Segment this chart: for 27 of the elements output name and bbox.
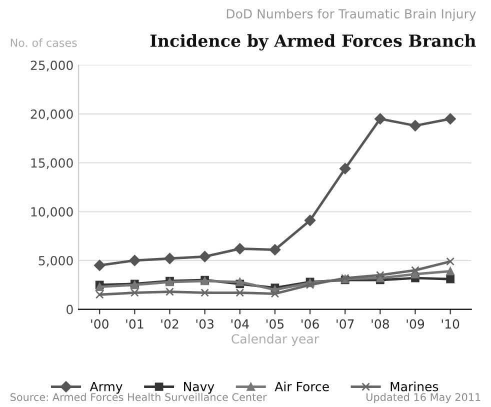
x-tick-label: '09 <box>406 319 424 329</box>
text: Updated 16 May 2011 <box>366 392 480 404</box>
x-tick-label: '05 <box>266 319 284 329</box>
chart-title: Incidence by Armed Forces Branch <box>150 34 476 51</box>
y-tick-label: 5,000 <box>38 256 73 267</box>
legend-label: Air Force <box>274 382 329 392</box>
x-tick-label: '06 <box>302 319 319 329</box>
source-note: Source: Armed Forces Health Surveillance Center <box>10 392 267 402</box>
x-tick-label: '07 <box>336 319 354 329</box>
x-tick-label: '04 <box>231 319 249 329</box>
y-axis-title: No. of cases <box>10 38 77 47</box>
legend-label: Marines <box>390 382 438 392</box>
x-axis-title: Calendar year <box>232 334 319 346</box>
chart-subtitle: DoD Numbers for Traumatic Brain Injury <box>226 8 476 21</box>
x-tick-label: '08 <box>372 319 389 329</box>
y-tick-label: 10,000 <box>31 207 73 218</box>
x-tick-label: '10 <box>442 319 460 329</box>
y-tick-label: 25,000 <box>30 60 73 72</box>
legend-label: Army <box>90 382 122 394</box>
x-tick-label: '03 <box>196 319 214 329</box>
y-tick-label: 0 <box>66 304 73 314</box>
x-tick-label: '02 <box>161 319 178 329</box>
x-tick-label: '00 <box>91 319 108 329</box>
y-tick-label: 20,000 <box>30 109 73 120</box>
legend-label: Navy <box>184 382 214 394</box>
x-tick-label: '01 <box>126 319 144 329</box>
y-tick-label: 15,000 <box>31 158 73 169</box>
